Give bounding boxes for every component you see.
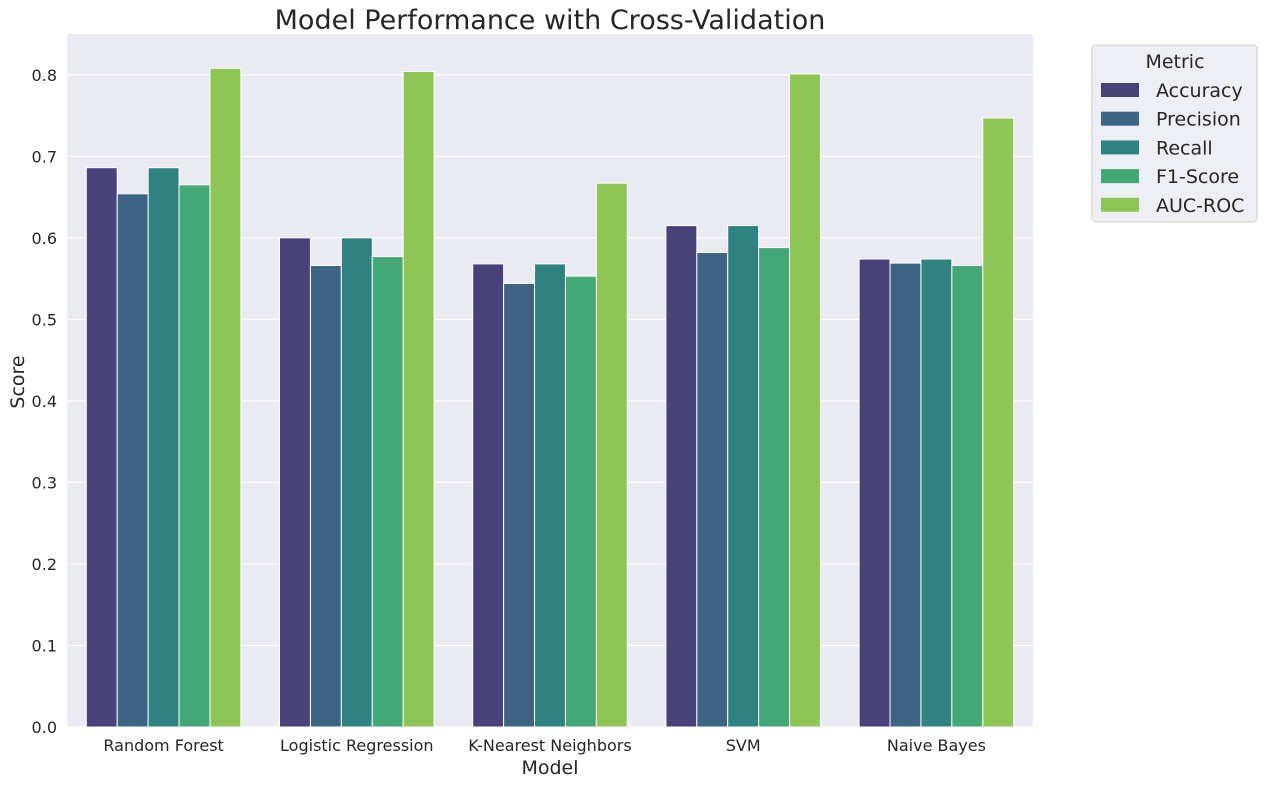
bar-svm-accuracy xyxy=(665,225,698,728)
legend-swatch-accuracy xyxy=(1101,83,1139,97)
bar-logistic-regression-recall xyxy=(340,237,373,728)
bar-logistic-regression-f1-score xyxy=(371,256,404,728)
legend-swatch-f1-score xyxy=(1101,169,1139,184)
legend-label-accuracy: Accuracy xyxy=(1156,80,1243,102)
y-tick-label: 0.2 xyxy=(32,555,57,574)
bar-naive-bayes-precision xyxy=(889,262,922,728)
y-tick-labels: 0.0 0.1 0.2 0.3 0.4 0.5 0.6 0.7 0.8 xyxy=(32,66,57,737)
bar-random-forest-auc-roc xyxy=(209,67,242,728)
bars xyxy=(85,67,1015,728)
legend-swatch-auc-roc xyxy=(1101,197,1139,212)
bar-svm-precision xyxy=(696,251,729,728)
bar-svm-recall xyxy=(727,225,760,728)
legend-label-f1-score: F1-Score xyxy=(1156,166,1239,188)
bar-random-forest-accuracy xyxy=(85,167,118,728)
y-tick-label: 0.1 xyxy=(32,636,57,655)
x-tick-label: SVM xyxy=(726,736,761,755)
x-tick-label: Random Forest xyxy=(103,736,223,755)
bar-k-nearest-neighbors-f1-score xyxy=(564,275,597,728)
bar-random-forest-f1-score xyxy=(178,184,211,728)
x-tick-label: K-Nearest Neighbors xyxy=(468,736,631,755)
legend-swatch-precision xyxy=(1101,111,1139,126)
legend-items: Accuracy Precision Recall F1-Score AUC-ROC xyxy=(1101,80,1244,217)
bar-logistic-regression-precision xyxy=(309,265,342,728)
bar-naive-bayes-accuracy xyxy=(858,258,891,728)
y-tick-label: 0.0 xyxy=(32,718,57,737)
legend-title: Metric xyxy=(1145,51,1204,73)
y-axis-title: Score xyxy=(7,355,29,408)
y-tick-label: 0.8 xyxy=(32,66,57,85)
legend-swatch-recall xyxy=(1101,140,1139,155)
bar-naive-bayes-auc-roc xyxy=(982,117,1015,728)
bar-k-nearest-neighbors-precision xyxy=(503,282,536,728)
bar-svm-auc-roc xyxy=(789,73,821,728)
legend-label-precision: Precision xyxy=(1156,109,1241,131)
y-tick-label: 0.5 xyxy=(32,310,57,329)
bar-k-nearest-neighbors-accuracy xyxy=(472,263,505,728)
bar-naive-bayes-f1-score xyxy=(951,265,984,728)
chart-title: Model Performance with Cross-Validation xyxy=(275,5,826,36)
y-tick-label: 0.7 xyxy=(32,147,57,166)
bar-logistic-regression-auc-roc xyxy=(402,71,435,728)
x-tick-labels: Random Forest Logistic Regression K-Neares… xyxy=(103,736,986,755)
bar-random-forest-precision xyxy=(116,193,149,728)
x-tick-label: Naive Bayes xyxy=(887,736,986,755)
legend-label-auc-roc: AUC-ROC xyxy=(1156,195,1244,217)
legend-label-recall: Recall xyxy=(1156,137,1213,159)
x-axis-title: Model xyxy=(521,757,578,779)
bar-k-nearest-neighbors-recall xyxy=(534,263,566,728)
bar-random-forest-recall xyxy=(147,167,180,728)
legend: Metric Accuracy Precision Recall F1-Score AU… xyxy=(1091,44,1258,223)
x-tick-label: Logistic Regression xyxy=(280,736,433,755)
bar-svm-f1-score xyxy=(758,247,791,728)
bar-logistic-regression-accuracy xyxy=(279,237,311,728)
y-tick-label: 0.3 xyxy=(32,473,57,492)
y-tick-label: 0.6 xyxy=(32,229,57,248)
bar-k-nearest-neighbors-auc-roc xyxy=(595,182,628,728)
bar-naive-bayes-recall xyxy=(920,258,953,728)
y-tick-label: 0.4 xyxy=(32,392,57,411)
